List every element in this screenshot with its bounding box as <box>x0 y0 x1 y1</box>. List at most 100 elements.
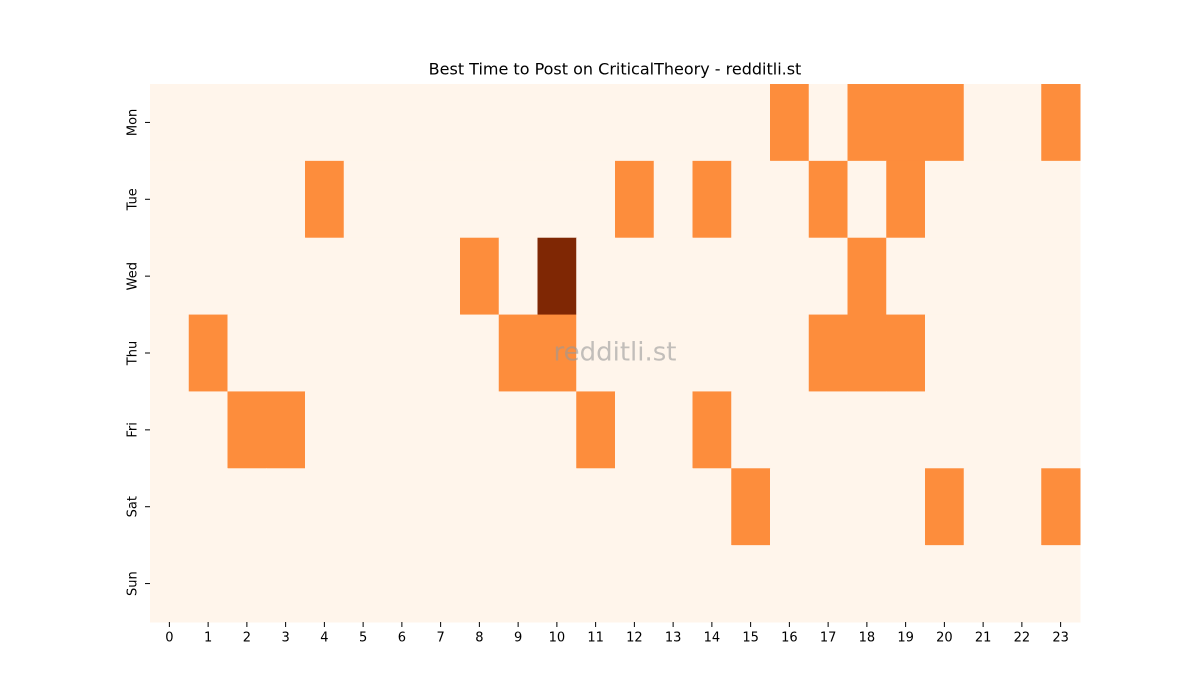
x-tick-label: 23 <box>1052 631 1069 646</box>
heatmap-cell <box>925 391 965 469</box>
heatmap-cell <box>615 468 655 546</box>
heatmap-cell <box>653 237 693 316</box>
heatmap-cell <box>847 237 887 316</box>
heatmap-cell <box>188 545 228 623</box>
y-tick-label: Sat <box>126 496 141 517</box>
heatmap-cell <box>1002 84 1042 162</box>
heatmap-cell <box>421 237 461 316</box>
heatmap-cell <box>770 391 810 469</box>
heatmap-cell <box>847 391 887 469</box>
heatmap-cell <box>886 160 926 239</box>
heatmap-cell <box>731 237 771 316</box>
heatmap-cell <box>1041 391 1081 469</box>
heatmap-cell <box>808 314 848 392</box>
heatmap-cell <box>692 160 732 239</box>
x-tick-label: 14 <box>704 631 721 646</box>
x-tick-label: 19 <box>897 631 914 646</box>
heatmap-cell <box>1041 84 1081 162</box>
heatmap-cell <box>770 545 810 623</box>
heatmap-cell <box>808 468 848 546</box>
heatmap-cell <box>305 468 345 546</box>
watermark: redditli.st <box>554 338 677 368</box>
heatmap-cell <box>305 160 345 239</box>
x-tick-label: 7 <box>436 631 444 646</box>
x-tick-label: 16 <box>781 631 798 646</box>
heatmap-cell <box>188 84 228 162</box>
heatmap-cell <box>576 391 616 469</box>
heatmap-cell <box>150 391 190 469</box>
heatmap-cell <box>1002 468 1042 546</box>
axes: 0 1 2 3 4 5 6 7 8 9 10 11 12 13 14 15 16 17 18 19 20 21 22 23Mo… <box>126 109 1069 646</box>
heatmap-cell <box>963 545 1003 623</box>
heatmap-cell <box>653 160 693 239</box>
heatmap-cell <box>808 84 848 162</box>
heatmap-cell <box>188 237 228 316</box>
heatmap-cell <box>1041 237 1081 316</box>
heatmap-cell <box>421 84 461 162</box>
heatmap-cell <box>227 468 267 546</box>
heatmap-cell <box>266 545 306 623</box>
heatmap-cell <box>305 237 345 316</box>
x-tick-label: 12 <box>626 631 643 646</box>
heatmap-cell <box>576 84 616 162</box>
heatmap-cell <box>886 545 926 623</box>
heatmap-cell <box>266 391 306 469</box>
heatmap-cell <box>421 468 461 546</box>
heatmap-cell <box>576 160 616 239</box>
heatmap-cell <box>963 468 1003 546</box>
y-tick-label: Thu <box>126 341 141 366</box>
heatmap-cell <box>537 314 577 392</box>
heatmap-cell <box>460 391 500 469</box>
heatmap-cell <box>925 545 965 623</box>
heatmap-cell <box>498 545 538 623</box>
x-tick-label: 4 <box>320 631 328 646</box>
heatmap-cell <box>150 237 190 316</box>
x-tick-label: 13 <box>665 631 682 646</box>
heatmap-cell <box>537 545 577 623</box>
heatmap-cell <box>963 391 1003 469</box>
heatmap-cell <box>576 314 616 392</box>
heatmap-cell <box>227 160 267 239</box>
heatmap-cell <box>537 468 577 546</box>
heatmap-cell <box>847 545 887 623</box>
heatmap-cell <box>731 314 771 392</box>
heatmap-cell <box>305 314 345 392</box>
x-tick-label: 1 <box>204 631 212 646</box>
x-tick-label: 17 <box>820 631 837 646</box>
x-tick-label: 15 <box>742 631 759 646</box>
heatmap-cell <box>1002 237 1042 316</box>
heatmap-cell <box>460 160 500 239</box>
heatmap-cell <box>653 468 693 546</box>
heatmap-cell <box>150 468 190 546</box>
heatmap-cell <box>886 468 926 546</box>
heatmap-cell <box>576 237 616 316</box>
heatmap-cell <box>382 84 422 162</box>
heatmap-cell <box>227 237 267 316</box>
heatmap-cell <box>653 545 693 623</box>
heatmap-cell <box>770 237 810 316</box>
heatmap-cell <box>808 391 848 469</box>
heatmap-cell <box>692 468 732 546</box>
heatmap-cell <box>770 468 810 546</box>
heatmap-cell <box>227 314 267 392</box>
heatmap-cell <box>227 391 267 469</box>
heatmap-cell <box>537 391 577 469</box>
heatmap-cell <box>847 84 887 162</box>
heatmap-cell <box>1041 468 1081 546</box>
heatmap-cell <box>925 468 965 546</box>
heatmap-cell <box>227 84 267 162</box>
heatmap-cell <box>886 391 926 469</box>
y-tick-label: Fri <box>126 422 141 438</box>
heatmap-cell <box>343 545 383 623</box>
heatmap-cell <box>731 545 771 623</box>
heatmap-cell <box>615 545 655 623</box>
x-tick-label: 11 <box>587 631 604 646</box>
x-tick-label: 20 <box>936 631 953 646</box>
heatmap-cell <box>150 314 190 392</box>
heatmap-cell <box>266 160 306 239</box>
chart-title: Best Time to Post on CriticalTheory - re… <box>429 60 802 79</box>
heatmap-cell <box>382 391 422 469</box>
heatmap-cell <box>227 545 267 623</box>
heatmap-cell <box>343 391 383 469</box>
